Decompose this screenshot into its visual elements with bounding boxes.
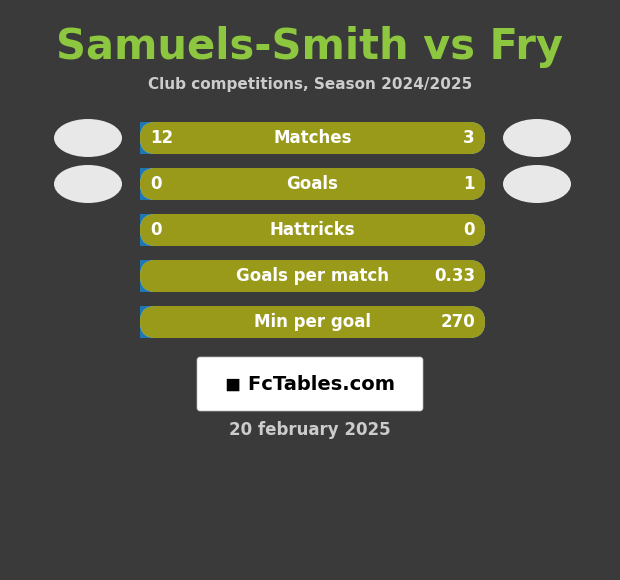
Bar	[140, 306, 312, 338]
FancyBboxPatch shape	[197, 357, 423, 411]
Text: Samuels-Smith vs Fry: Samuels-Smith vs Fry	[56, 26, 564, 68]
Text: Goals: Goals	[286, 175, 339, 193]
FancyBboxPatch shape	[140, 122, 485, 154]
Text: Matches: Matches	[273, 129, 352, 147]
FancyBboxPatch shape	[140, 214, 485, 246]
Bar	[140, 260, 312, 292]
FancyBboxPatch shape	[140, 306, 485, 338]
Ellipse shape	[503, 119, 571, 157]
Bar	[140, 122, 416, 154]
Text: 0: 0	[150, 175, 161, 193]
Ellipse shape	[503, 165, 571, 203]
Text: Min per goal: Min per goal	[254, 313, 371, 331]
Text: Hattricks: Hattricks	[270, 221, 355, 239]
FancyBboxPatch shape	[140, 306, 485, 338]
Text: ◼ FcTables.com: ◼ FcTables.com	[225, 375, 395, 393]
FancyBboxPatch shape	[140, 122, 485, 154]
Bar	[140, 168, 198, 200]
FancyBboxPatch shape	[140, 260, 485, 292]
Text: 0.33: 0.33	[434, 267, 475, 285]
Bar	[140, 214, 312, 246]
Text: 20 february 2025: 20 february 2025	[229, 421, 391, 439]
FancyBboxPatch shape	[140, 260, 485, 292]
Ellipse shape	[54, 119, 122, 157]
FancyBboxPatch shape	[140, 168, 485, 200]
Text: 0: 0	[464, 221, 475, 239]
FancyBboxPatch shape	[140, 168, 485, 200]
Text: 270: 270	[440, 313, 475, 331]
Text: 3: 3	[463, 129, 475, 147]
FancyBboxPatch shape	[140, 214, 485, 246]
Text: Goals per match: Goals per match	[236, 267, 389, 285]
Text: 12: 12	[150, 129, 173, 147]
Text: 1: 1	[464, 175, 475, 193]
Ellipse shape	[54, 165, 122, 203]
Text: 0: 0	[150, 221, 161, 239]
Text: Club competitions, Season 2024/2025: Club competitions, Season 2024/2025	[148, 78, 472, 92]
